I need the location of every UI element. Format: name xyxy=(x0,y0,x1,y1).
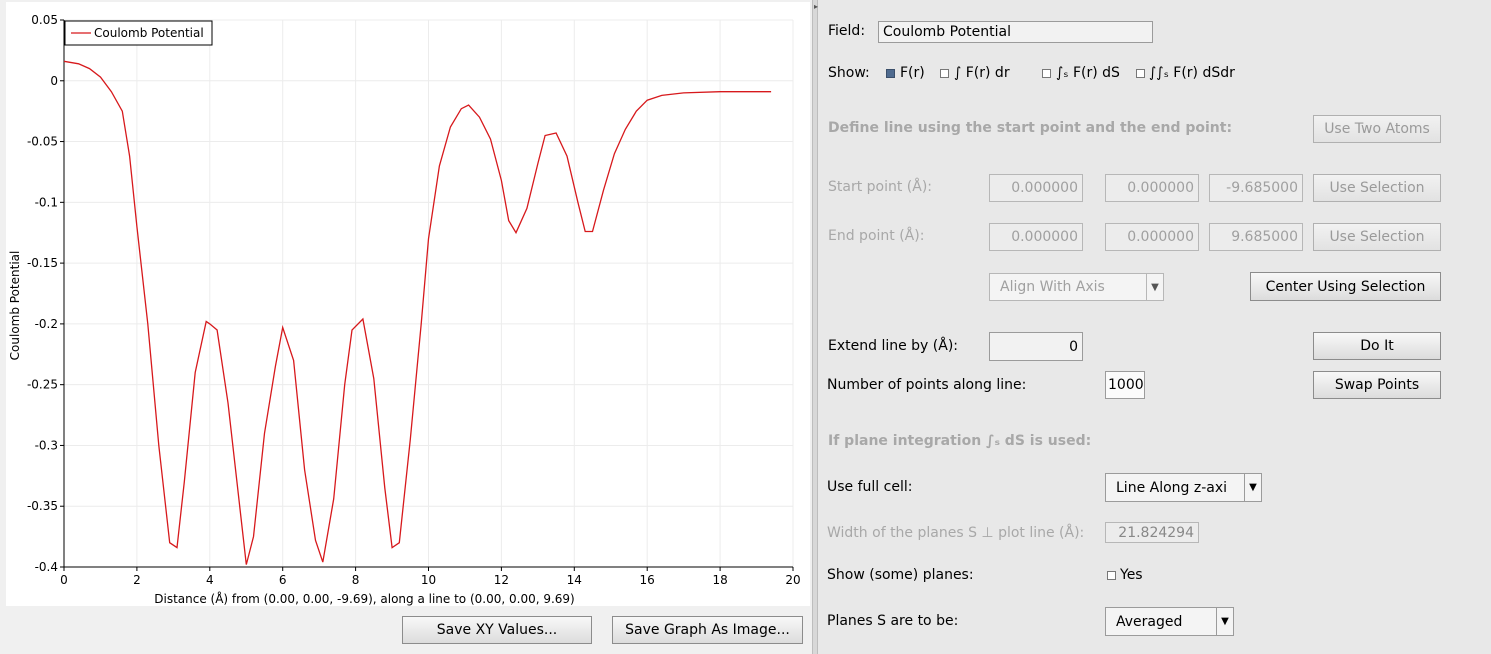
width-planes-label: Width of the planes S ⊥ plot line (Å): xyxy=(827,525,1085,541)
show-integral-dr-label: ∫ F(r) dr xyxy=(954,65,1010,81)
start-point-label: Start point (Å): xyxy=(828,179,933,195)
chevron-down-icon: ▼ xyxy=(1244,474,1261,501)
y-tick-label: -0.25 xyxy=(27,378,58,392)
line-chart: 0 2 4 6 8 10 12 14 16 18 20 0.05 0 -0.05 -0.1 -0.15 -0.2… xyxy=(8,13,801,606)
planes-to-be-value: Averaged xyxy=(1116,613,1183,630)
x-tick-label: 12 xyxy=(494,573,509,587)
num-points-input[interactable]: 1000 xyxy=(1105,371,1145,399)
y-tick-label: -0.35 xyxy=(27,499,58,513)
chevron-down-icon: ▼ xyxy=(1216,608,1233,635)
field-label: Field: xyxy=(828,23,866,39)
extend-line-label: Extend line by (Å): xyxy=(828,338,958,354)
do-it-button[interactable]: Do It xyxy=(1313,332,1441,360)
settings-panel: Field: Coulomb Potential Show: F(r) ∫ F(… xyxy=(818,0,1491,654)
show-planes-checkbox[interactable] xyxy=(1107,571,1116,580)
show-integral-ds-label: ∫ₛ F(r) dS xyxy=(1056,65,1120,81)
show-planes-yes-label: Yes xyxy=(1120,567,1143,583)
center-using-selection-button[interactable]: Center Using Selection xyxy=(1250,272,1441,301)
x-tick-label: 6 xyxy=(279,573,287,587)
y-tick-label: -0.1 xyxy=(35,195,58,209)
plot-area: 0 2 4 6 8 10 12 14 16 18 20 0.05 0 -0.05 -0.1 -0.15 -0.2… xyxy=(6,2,810,606)
y-tick-label: -0.15 xyxy=(27,256,58,270)
x-tick-label: 2 xyxy=(133,573,141,587)
show-integral-dsdr-checkbox[interactable] xyxy=(1136,69,1145,78)
start-use-selection-button[interactable]: Use Selection xyxy=(1313,174,1441,202)
end-point-z-input[interactable]: 9.685000 xyxy=(1209,223,1303,251)
show-integral-ds-checkbox[interactable] xyxy=(1042,69,1051,78)
x-tick-label: 18 xyxy=(712,573,727,587)
x-tick-label: 20 xyxy=(785,573,800,587)
show-label: Show: xyxy=(828,65,870,81)
use-full-cell-label: Use full cell: xyxy=(827,479,913,495)
swap-points-button[interactable]: Swap Points xyxy=(1313,371,1441,399)
field-input[interactable]: Coulomb Potential xyxy=(878,21,1153,43)
use-two-atoms-button[interactable]: Use Two Atoms xyxy=(1313,115,1441,143)
show-integral-dr-checkbox[interactable] xyxy=(940,69,949,78)
y-axis-label: Coulomb Potential xyxy=(8,251,22,361)
save-graph-as-image-button[interactable]: Save Graph As Image... xyxy=(612,616,803,644)
series-line xyxy=(63,60,772,565)
x-axis-label: Distance (Å) from (0.00, 0.00, -9.69), a… xyxy=(154,591,575,606)
start-point-z-input[interactable]: -9.685000 xyxy=(1209,174,1303,202)
align-with-axis-value: Align With Axis xyxy=(1000,279,1105,295)
planes-to-be-select[interactable]: Averaged ▼ xyxy=(1105,607,1234,636)
x-tick-label: 4 xyxy=(206,573,214,587)
y-tick-label: -0.2 xyxy=(35,317,58,331)
start-point-y-input[interactable]: 0.000000 xyxy=(1105,174,1199,202)
plot-panel: 0 2 4 6 8 10 12 14 16 18 20 0.05 0 -0.05 -0.1 -0.15 -0.2… xyxy=(6,2,810,644)
end-point-label: End point (Å): xyxy=(828,228,925,244)
chevron-down-icon: ▼ xyxy=(1146,274,1163,300)
use-full-cell-value: Line Along z-axi xyxy=(1116,479,1228,496)
end-point-y-input[interactable]: 0.000000 xyxy=(1105,223,1199,251)
show-planes-label: Show (some) planes: xyxy=(827,567,974,583)
extend-line-input[interactable]: 0 xyxy=(989,332,1083,361)
align-with-axis-select[interactable]: Align With Axis ▼ xyxy=(989,273,1164,301)
show-fr-label: F(r) xyxy=(900,65,925,81)
panel-splitter[interactable] xyxy=(812,0,818,654)
y-tick-label: -0.05 xyxy=(27,135,58,149)
y-tick-label: -0.4 xyxy=(35,560,58,574)
use-full-cell-select[interactable]: Line Along z-axi ▼ xyxy=(1105,473,1262,502)
splitter-collapse-icon[interactable]: ▸ xyxy=(814,2,819,11)
x-tick-label: 14 xyxy=(567,573,582,587)
plane-integration-heading: If plane integration ∫ₛ dS is used: xyxy=(828,433,1092,449)
planes-to-be-label: Planes S are to be: xyxy=(827,613,959,629)
x-tick-label: 16 xyxy=(640,573,655,587)
x-tick-label: 0 xyxy=(60,573,68,587)
show-integral-dsdr-label: ∫∫ₛ F(r) dSdr xyxy=(1149,65,1235,81)
x-tick-label: 10 xyxy=(421,573,436,587)
start-point-x-input[interactable]: 0.000000 xyxy=(989,174,1083,202)
save-xy-values-button[interactable]: Save XY Values... xyxy=(402,616,592,644)
y-tick-label: 0.05 xyxy=(31,13,58,27)
end-use-selection-button[interactable]: Use Selection xyxy=(1313,223,1441,251)
x-tick-label: 8 xyxy=(352,573,360,587)
show-fr-checkbox[interactable] xyxy=(886,69,895,78)
legend-label: Coulomb Potential xyxy=(94,26,204,40)
num-points-label: Number of points along line: xyxy=(827,377,1027,393)
y-tick-label: -0.3 xyxy=(35,438,58,452)
width-planes-input[interactable]: 21.824294 xyxy=(1105,522,1199,543)
define-line-heading: Define line using the start point and th… xyxy=(828,120,1233,136)
y-tick-label: 0 xyxy=(50,74,58,88)
end-point-x-input[interactable]: 0.000000 xyxy=(989,223,1083,251)
